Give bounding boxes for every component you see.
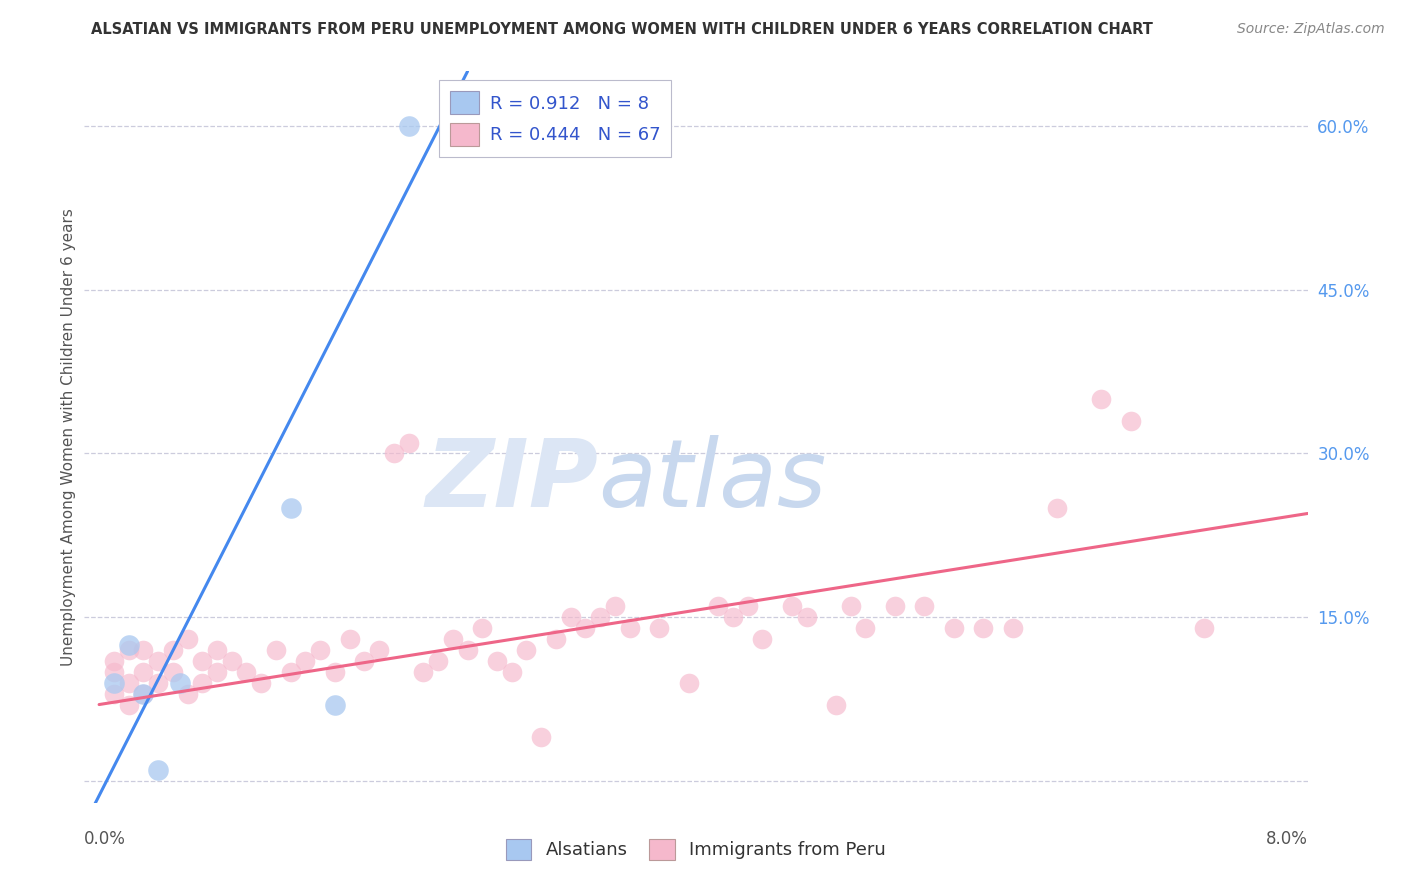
Point bbox=[353, 654, 375, 668]
Point bbox=[589, 610, 612, 624]
Point bbox=[117, 643, 139, 657]
Point bbox=[751, 632, 773, 646]
Point bbox=[855, 621, 877, 635]
Point bbox=[309, 643, 332, 657]
Point bbox=[103, 675, 125, 690]
Point bbox=[471, 621, 494, 635]
Point bbox=[205, 643, 228, 657]
Point bbox=[146, 675, 169, 690]
Point bbox=[132, 687, 155, 701]
Point bbox=[117, 698, 139, 712]
Point bbox=[530, 731, 553, 745]
Point bbox=[574, 621, 596, 635]
Point bbox=[280, 501, 302, 516]
Text: 0.0%: 0.0% bbox=[84, 830, 127, 847]
Point bbox=[839, 599, 862, 614]
Point bbox=[103, 654, 125, 668]
Point bbox=[176, 632, 198, 646]
Text: ZIP: ZIP bbox=[425, 435, 598, 527]
Text: Source: ZipAtlas.com: Source: ZipAtlas.com bbox=[1237, 22, 1385, 37]
Point bbox=[250, 675, 273, 690]
Point bbox=[1119, 414, 1142, 428]
Point bbox=[176, 687, 198, 701]
Point bbox=[972, 621, 994, 635]
Point bbox=[117, 638, 139, 652]
Point bbox=[603, 599, 626, 614]
Point bbox=[280, 665, 302, 679]
Point bbox=[825, 698, 848, 712]
Point bbox=[169, 675, 191, 690]
Point bbox=[264, 643, 287, 657]
Point bbox=[412, 665, 434, 679]
Point bbox=[294, 654, 316, 668]
Point bbox=[1001, 621, 1024, 635]
Point bbox=[501, 665, 523, 679]
Point bbox=[162, 665, 184, 679]
Point bbox=[678, 675, 700, 690]
Point bbox=[205, 665, 228, 679]
Y-axis label: Unemployment Among Women with Children Under 6 years: Unemployment Among Women with Children U… bbox=[60, 208, 76, 666]
Point bbox=[942, 621, 965, 635]
Point bbox=[1194, 621, 1216, 635]
Point bbox=[339, 632, 361, 646]
Point bbox=[457, 643, 479, 657]
Point bbox=[1090, 392, 1112, 406]
Point bbox=[648, 621, 671, 635]
Point bbox=[191, 654, 214, 668]
Point bbox=[721, 610, 744, 624]
Text: 8.0%: 8.0% bbox=[1265, 830, 1308, 847]
Point bbox=[737, 599, 759, 614]
Text: atlas: atlas bbox=[598, 435, 827, 526]
Point bbox=[146, 763, 169, 777]
Point bbox=[221, 654, 243, 668]
Point bbox=[619, 621, 641, 635]
Point bbox=[368, 643, 391, 657]
Point bbox=[162, 643, 184, 657]
Point bbox=[544, 632, 567, 646]
Point bbox=[707, 599, 730, 614]
Point bbox=[103, 665, 125, 679]
Point bbox=[132, 665, 155, 679]
Point bbox=[515, 643, 537, 657]
Text: ALSATIAN VS IMMIGRANTS FROM PERU UNEMPLOYMENT AMONG WOMEN WITH CHILDREN UNDER 6 : ALSATIAN VS IMMIGRANTS FROM PERU UNEMPLO… bbox=[91, 22, 1153, 37]
Point bbox=[560, 610, 582, 624]
Point bbox=[884, 599, 907, 614]
Point bbox=[1046, 501, 1069, 516]
Legend: Alsatians, Immigrants from Peru: Alsatians, Immigrants from Peru bbox=[499, 831, 893, 867]
Point bbox=[796, 610, 818, 624]
Point bbox=[132, 687, 155, 701]
Point bbox=[398, 119, 420, 133]
Point bbox=[382, 446, 405, 460]
Point bbox=[780, 599, 803, 614]
Point bbox=[485, 654, 508, 668]
Point bbox=[398, 435, 420, 450]
Point bbox=[323, 665, 346, 679]
Point bbox=[441, 632, 464, 646]
Point bbox=[912, 599, 935, 614]
Point bbox=[146, 654, 169, 668]
Point bbox=[117, 675, 139, 690]
Point bbox=[427, 654, 450, 668]
Point bbox=[132, 643, 155, 657]
Point bbox=[191, 675, 214, 690]
Point bbox=[323, 698, 346, 712]
Point bbox=[103, 687, 125, 701]
Point bbox=[235, 665, 257, 679]
